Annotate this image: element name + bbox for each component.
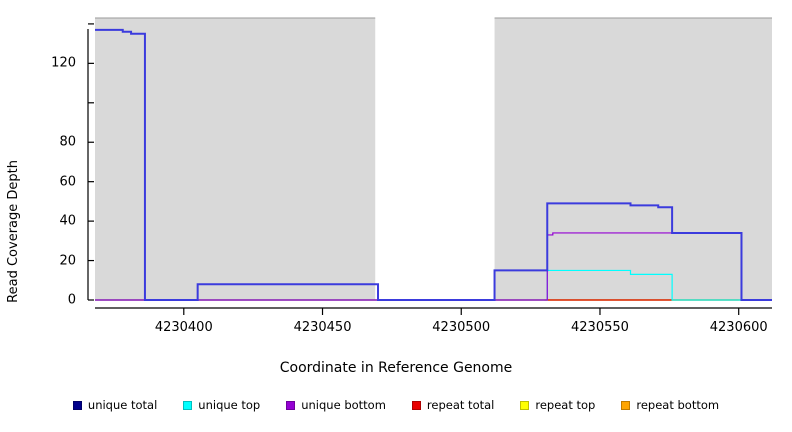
legend-swatch-icon bbox=[621, 400, 631, 410]
shaded-region-0 bbox=[95, 18, 376, 300]
x-axis-title: Coordinate in Reference Genome bbox=[279, 360, 513, 376]
x-tick-label-4230500: 4230500 bbox=[432, 320, 491, 335]
x-tick-label-4230450: 4230450 bbox=[293, 320, 352, 335]
legend-swatch-icon bbox=[520, 400, 530, 410]
x-tick-label-4230550: 4230550 bbox=[571, 320, 629, 335]
x-tick-label-4230400: 4230400 bbox=[154, 320, 213, 335]
legend-label: unique top bbox=[198, 398, 261, 412]
plot-background-layer bbox=[95, 17, 772, 300]
y-tick-label-0: 0 bbox=[67, 292, 76, 308]
legend-entry-repeat-bottom[interactable]: repeat bottom bbox=[621, 398, 719, 412]
y-tick-label-40: 40 bbox=[59, 213, 76, 229]
legend-label: repeat top bbox=[535, 398, 596, 412]
shaded-region-1 bbox=[494, 18, 772, 300]
x-tick-label-4230600: 4230600 bbox=[709, 320, 768, 335]
y-tick-label-120: 120 bbox=[51, 55, 76, 71]
legend-swatch-icon bbox=[286, 400, 296, 410]
series-layer bbox=[95, 28, 772, 301]
legend-entry-repeat-top[interactable]: repeat top bbox=[520, 398, 595, 412]
legend-entry-unique-total[interactable]: unique total bbox=[72, 398, 158, 412]
legend-label: repeat bottom bbox=[636, 398, 720, 412]
legend-entry-repeat-total[interactable]: repeat total bbox=[411, 398, 495, 412]
legend-swatch-icon bbox=[72, 400, 82, 410]
legend-label: unique bottom bbox=[301, 398, 386, 412]
axis-layer bbox=[87, 23, 772, 315]
legend-entry-unique-top[interactable]: unique top bbox=[183, 398, 260, 412]
y-tick-label-60: 60 bbox=[59, 174, 76, 190]
legend-entry-unique-bottom[interactable]: unique bottom bbox=[286, 398, 386, 412]
chart-legend: unique total unique top unique bottom repea… bbox=[0, 398, 792, 412]
legend-swatch-icon bbox=[183, 400, 193, 410]
y-tick-label-20: 20 bbox=[59, 253, 76, 269]
legend-swatch-icon bbox=[411, 400, 421, 410]
series-line-unique-total bbox=[95, 28, 772, 301]
legend-label: repeat total bbox=[426, 398, 495, 412]
legend-label: unique total bbox=[87, 398, 158, 412]
y-tick-label-80: 80 bbox=[59, 134, 76, 150]
